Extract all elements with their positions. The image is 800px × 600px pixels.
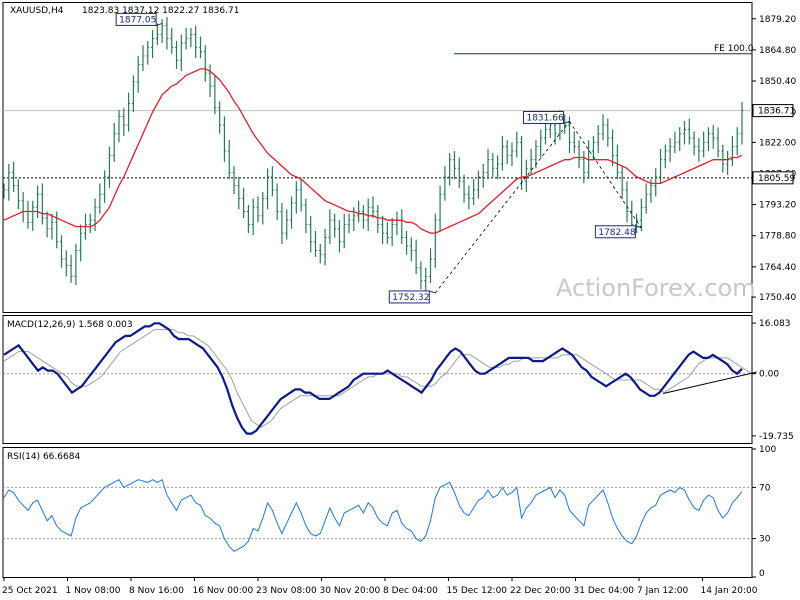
- x-tick-label: 16 Nov 00:00: [193, 586, 254, 596]
- current-price-label: 1836.71: [758, 107, 795, 117]
- support-price-box: [752, 171, 794, 185]
- rsi-panel-frame: [2, 447, 753, 578]
- macd-tick-label: -19.735: [759, 432, 794, 442]
- x-axis: 25 Oct 2021 1 Nov 08:00 8 Nov 16:00 16 Nov …: [2, 577, 758, 596]
- wave-dashed-line: [434, 121, 570, 294]
- swing-price-box: [115, 12, 157, 26]
- ohlc-label: 1823.83 1837.12 1822.27 1836.71: [82, 6, 239, 16]
- rsi-tick-label: 70: [759, 483, 771, 493]
- x-tick-label: 14 Jan 20:00: [701, 586, 758, 596]
- rsi-tick-label: 100: [759, 445, 776, 455]
- rsi-line: [3, 478, 743, 553]
- x-tick-label: 8 Dec 04:00: [383, 586, 438, 596]
- swing-price-box: [594, 225, 636, 239]
- price-tick-label: 1850.40: [759, 77, 796, 87]
- rsi-tick-label: 30: [759, 535, 771, 545]
- price-tick-label: 1778.80: [759, 232, 796, 242]
- rsi-panel: RSI(14) 66.6684 100 70 30 0: [2, 445, 776, 579]
- swing-pointer: [155, 22, 163, 26]
- support-price-label: 1805.59: [758, 174, 795, 184]
- price-tick-label: 1822.00: [759, 138, 796, 148]
- x-tick-label: 1 Nov 08:00: [66, 586, 121, 596]
- macd-main-line: [3, 322, 743, 435]
- watermark: ActionForex.com: [556, 274, 756, 302]
- x-tick-label: 23 Nov 08:00: [256, 586, 317, 596]
- swing-price-box: [388, 290, 430, 304]
- x-tick-label: 31 Dec 04:00: [574, 586, 635, 596]
- swing-pointer: [635, 225, 642, 229]
- price-tick-label: 1764.40: [759, 263, 796, 273]
- macd-tick-label: 0.00: [759, 370, 779, 380]
- price-tick-label: 1879.20: [759, 15, 796, 25]
- swing-price-label: 1831.66: [526, 114, 563, 124]
- rsi-label: RSI(14) 66.6684: [7, 452, 80, 462]
- macd-panel: MACD(12,26,9) 1.568 0.003 16.083 0.00 -19.…: [2, 315, 794, 444]
- macd-tick-label: 16.083: [759, 319, 791, 329]
- swing-pointer: [563, 121, 570, 124]
- macd-label: MACD(12,26,9) 1.568 0.003: [7, 320, 133, 330]
- swing-pointer: [429, 290, 436, 294]
- x-tick-label: 30 Nov 20:00: [320, 586, 381, 596]
- x-tick-label: 8 Nov 16:00: [129, 586, 184, 596]
- moving-average-line: [3, 68, 743, 234]
- swing-price-label: 1877.05: [119, 15, 156, 25]
- rsi-tick-label: 0: [759, 569, 765, 579]
- current-price-box: [752, 104, 794, 118]
- x-tick-label: 15 Dec 12:00: [447, 586, 508, 596]
- x-tick-label: 7 Jan 12:00: [637, 586, 689, 596]
- fe-level-label: FE 100.0: [714, 44, 754, 54]
- price-tick-label: 1793.20: [759, 201, 796, 211]
- swing-price-box: [522, 111, 564, 125]
- price-tick-label: 1864.80: [759, 46, 796, 56]
- swing-price-label: 1752.32: [392, 293, 429, 303]
- price-panel-frame: [2, 2, 753, 313]
- macd-trend-line: [663, 371, 757, 395]
- symbol-label: XAUUSD,H4: [10, 6, 64, 16]
- x-tick-label: 25 Oct 2021: [2, 586, 58, 596]
- price-tick-label: 1750.40: [759, 293, 796, 303]
- price-panel: ActionForex.com FE 100.0 1877.05 1752.32 1…: [2, 2, 796, 313]
- swing-price-label: 1782.48: [598, 228, 635, 238]
- x-tick-label: 22 Dec 20:00: [510, 586, 571, 596]
